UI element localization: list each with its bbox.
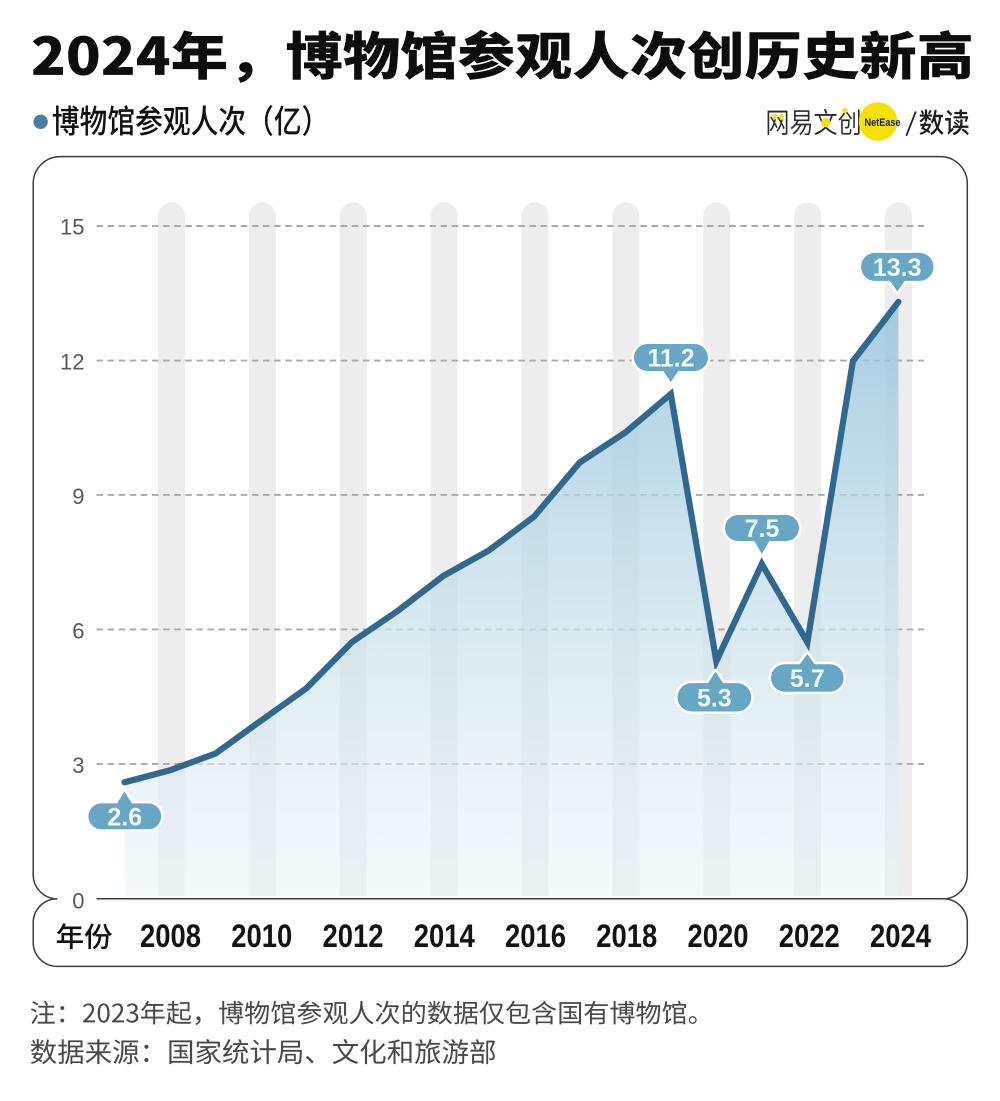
- svg-text:15: 15: [60, 215, 84, 240]
- svg-text:2.6: 2.6: [107, 803, 142, 831]
- svg-text:13.3: 13.3: [873, 254, 922, 282]
- svg-text:9: 9: [72, 484, 84, 509]
- svg-text:2020: 2020: [688, 918, 749, 954]
- svg-text:2024: 2024: [870, 918, 931, 954]
- svg-text:2008: 2008: [140, 918, 201, 954]
- svg-text:2016: 2016: [505, 918, 566, 954]
- svg-text:5.7: 5.7: [790, 665, 825, 693]
- svg-text:11.2: 11.2: [647, 345, 694, 373]
- svg-text:2018: 2018: [596, 918, 657, 954]
- svg-text:6: 6: [72, 619, 84, 644]
- svg-text:5.3: 5.3: [697, 684, 732, 712]
- svg-text:2012: 2012: [323, 918, 384, 954]
- svg-text:7.5: 7.5: [745, 515, 780, 543]
- svg-text:2014: 2014: [414, 918, 475, 954]
- svg-text:0: 0: [72, 889, 84, 914]
- svg-text:3: 3: [72, 753, 84, 778]
- svg-text:2022: 2022: [779, 918, 840, 954]
- svg-text:12: 12: [60, 350, 84, 375]
- svg-text:2010: 2010: [231, 918, 292, 954]
- svg-text:NetEase: NetEase: [865, 117, 901, 129]
